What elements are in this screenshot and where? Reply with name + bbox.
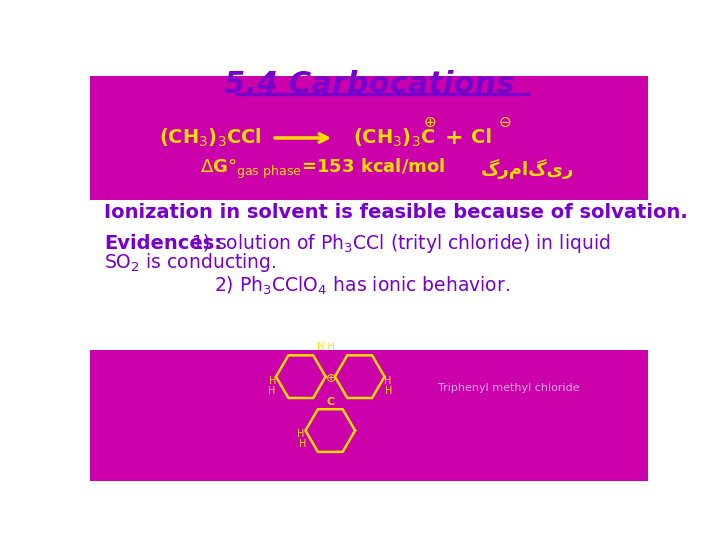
Text: +: +	[445, 128, 464, 148]
Text: C: C	[326, 397, 334, 407]
Text: $\Delta$G$\degree_{\mathrm{gas\ phase}}$=153 kcal/mol: $\Delta$G$\degree_{\mathrm{gas\ phase}}$…	[200, 157, 445, 181]
Text: 2) Ph$_3$CClO$_4$ has ionic behavior.: 2) Ph$_3$CClO$_4$ has ionic behavior.	[214, 275, 510, 297]
Text: Cl: Cl	[471, 129, 492, 147]
Text: Triphenyl methyl chloride: Triphenyl methyl chloride	[438, 383, 580, 393]
Text: Evidences:: Evidences:	[104, 234, 222, 253]
Text: H: H	[384, 375, 391, 386]
Text: $\ominus$: $\ominus$	[498, 115, 511, 130]
Text: SO$_2$ is conducting.: SO$_2$ is conducting.	[104, 251, 276, 274]
Text: H: H	[297, 429, 305, 440]
Bar	[90, 350, 648, 481]
Text: گرماگیر: گرماگیر	[481, 159, 575, 179]
Text: (CH$_3$)$_3$C: (CH$_3$)$_3$C	[354, 127, 436, 149]
Text: H: H	[385, 386, 393, 395]
Text: H: H	[299, 440, 306, 449]
Text: Ionization in solvent is feasible because of solvation.: Ionization in solvent is feasible becaus…	[104, 203, 688, 222]
Text: $\oplus$: $\oplus$	[325, 373, 336, 386]
Bar	[90, 76, 648, 200]
Text: 5.4 Carbocations: 5.4 Carbocations	[224, 70, 514, 98]
Text: 1) solution of Ph$_3$CCl (trityl chloride) in liquid: 1) solution of Ph$_3$CCl (trityl chlorid…	[191, 232, 610, 255]
Text: (CH$_3$)$_3$CCl: (CH$_3$)$_3$CCl	[158, 127, 261, 149]
Text: $\oplus$: $\oplus$	[423, 115, 436, 130]
Text: H: H	[269, 375, 276, 386]
Bar	[90, 94, 648, 99]
Text: H H: H H	[318, 342, 336, 353]
Text: H: H	[268, 386, 275, 395]
